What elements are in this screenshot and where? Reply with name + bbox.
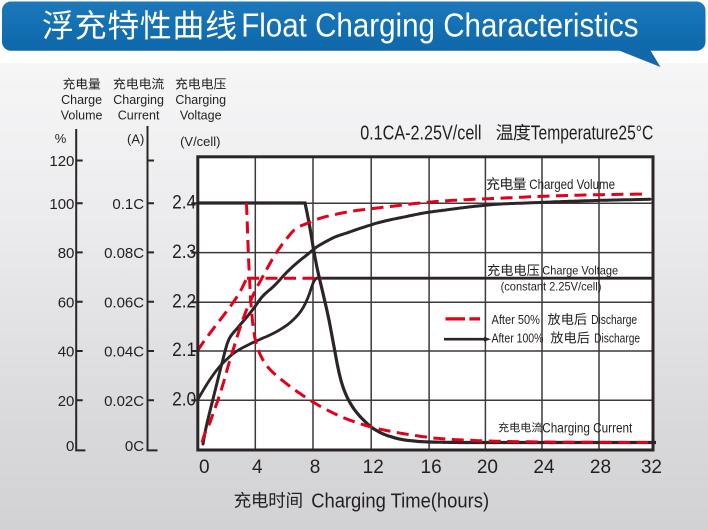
svg-text:8: 8 [310, 457, 321, 478]
svg-text:12: 12 [363, 457, 384, 478]
svg-text:4: 4 [252, 457, 263, 478]
svg-text:20: 20 [477, 457, 498, 478]
svg-text:24: 24 [533, 457, 555, 478]
svg-text:16: 16 [421, 457, 442, 478]
svg-text:0.02C: 0.02C [104, 393, 144, 410]
svg-text:Current: Current [118, 109, 160, 123]
svg-text:Charging Current: Charging Current [542, 420, 632, 435]
svg-text:Volume: Volume [61, 109, 103, 123]
svg-text:2.0: 2.0 [172, 389, 196, 410]
svg-text:(V/cell): (V/cell) [180, 134, 220, 149]
svg-text:2.2: 2.2 [172, 291, 196, 312]
svg-text:0: 0 [66, 438, 74, 455]
svg-text:120: 120 [49, 153, 74, 170]
svg-text:Charging: Charging [113, 93, 164, 107]
svg-text:0: 0 [199, 457, 210, 478]
svg-text:After 50%: After 50% [492, 313, 541, 327]
svg-text:Charge: Charge [61, 93, 102, 107]
svg-text:28: 28 [590, 457, 611, 478]
svg-text:Discharge: Discharge [591, 313, 637, 327]
svg-text:2.1: 2.1 [172, 340, 196, 361]
svg-text:Discharge: Discharge [594, 332, 640, 346]
svg-text:Charging Time(hours): Charging Time(hours) [311, 490, 489, 512]
svg-text:(A): (A) [127, 132, 144, 147]
svg-text:40: 40 [58, 344, 75, 361]
svg-text:0.06C: 0.06C [104, 294, 144, 311]
svg-text:0.1CA-2.25V/cell: 0.1CA-2.25V/cell [360, 123, 481, 145]
svg-text:100: 100 [49, 196, 74, 213]
svg-text:Float Charging Characteristics: Float Charging Characteristics [241, 6, 638, 43]
svg-text:Temperature25°C: Temperature25°C [531, 123, 654, 145]
svg-text:80: 80 [58, 245, 75, 262]
svg-text:(constant 2.25V/cell): (constant 2.25V/cell) [501, 280, 602, 294]
svg-text:%: % [55, 131, 67, 146]
svg-text:Charging: Charging [175, 93, 226, 107]
svg-text:2.3: 2.3 [172, 242, 196, 263]
svg-text:Charged Volume: Charged Volume [529, 176, 615, 192]
svg-text:0.1C: 0.1C [112, 196, 144, 213]
svg-text:32: 32 [641, 457, 662, 478]
svg-text:0.08C: 0.08C [104, 245, 144, 262]
svg-text:0.04C: 0.04C [104, 344, 144, 361]
svg-text:2.4: 2.4 [172, 192, 196, 213]
svg-text:Voltage: Voltage [180, 109, 222, 123]
svg-text:After 100%: After 100% [492, 332, 544, 346]
svg-text:0C: 0C [125, 438, 144, 455]
svg-text:20: 20 [58, 393, 75, 410]
svg-text:60: 60 [58, 294, 75, 311]
svg-text:Charge Voltage: Charge Voltage [542, 264, 618, 278]
